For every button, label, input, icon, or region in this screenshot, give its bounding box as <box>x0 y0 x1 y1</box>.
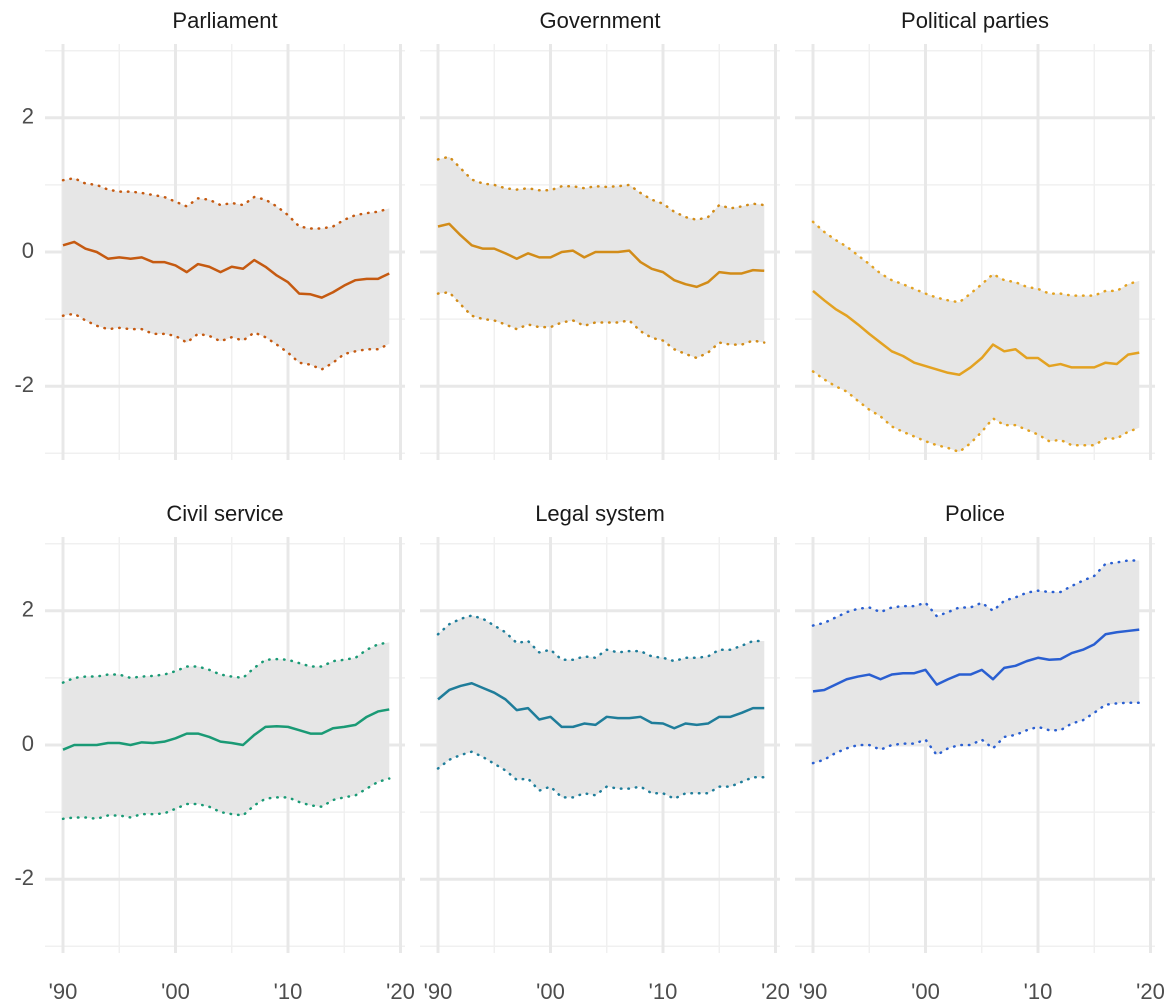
x-tick-label: '10 <box>1024 979 1053 1004</box>
lower-bound <box>811 370 1141 454</box>
y-tick-label: 0 <box>22 238 34 263</box>
estimate-line <box>437 222 765 289</box>
upper-bound <box>436 614 766 663</box>
panel-title: Civil service <box>166 501 283 526</box>
y-tick-label: -2 <box>14 372 34 397</box>
x-tick-label: '20 <box>386 979 415 1004</box>
estimate-line <box>62 708 390 751</box>
upper-bound <box>811 220 1141 304</box>
confidence-band <box>438 156 765 359</box>
lower-bound <box>61 312 391 371</box>
y-tick-label: 0 <box>22 731 34 756</box>
confidence-band <box>813 560 1140 764</box>
lower-bound <box>436 750 766 800</box>
x-tick-label: '00 <box>161 979 190 1004</box>
x-tick-label: '90 <box>424 979 453 1004</box>
lower-bound <box>436 291 766 360</box>
x-tick-label: '90 <box>49 979 78 1004</box>
confidence-band <box>813 221 1140 452</box>
upper-bound <box>61 641 391 684</box>
confidence-band <box>63 178 390 370</box>
y-tick-label: 2 <box>22 597 34 622</box>
lower-bound <box>61 777 391 821</box>
x-tick-label: '10 <box>274 979 303 1004</box>
y-tick-label: 2 <box>22 104 34 129</box>
panel-title: Legal system <box>535 501 665 526</box>
x-tick-label: '00 <box>911 979 940 1004</box>
estimate-line <box>812 289 1140 377</box>
estimate-line <box>437 682 765 730</box>
panel-title: Government <box>539 8 660 33</box>
x-tick-label: '10 <box>649 979 678 1004</box>
confidence-band <box>438 615 765 799</box>
lower-bound <box>811 701 1141 765</box>
estimate-line <box>62 240 390 299</box>
x-tick-label: '90 <box>799 979 828 1004</box>
x-tick-label: '20 <box>761 979 790 1004</box>
y-tick-label: -2 <box>14 865 34 890</box>
x-tick-label: '00 <box>536 979 565 1004</box>
estimate-line <box>812 628 1140 693</box>
panel-title: Political parties <box>901 8 1049 33</box>
panel-title: Parliament <box>172 8 277 33</box>
upper-bound <box>61 176 391 230</box>
confidence-band <box>63 642 390 819</box>
panel-title: Police <box>945 501 1005 526</box>
x-tick-label: '20 <box>1136 979 1165 1004</box>
